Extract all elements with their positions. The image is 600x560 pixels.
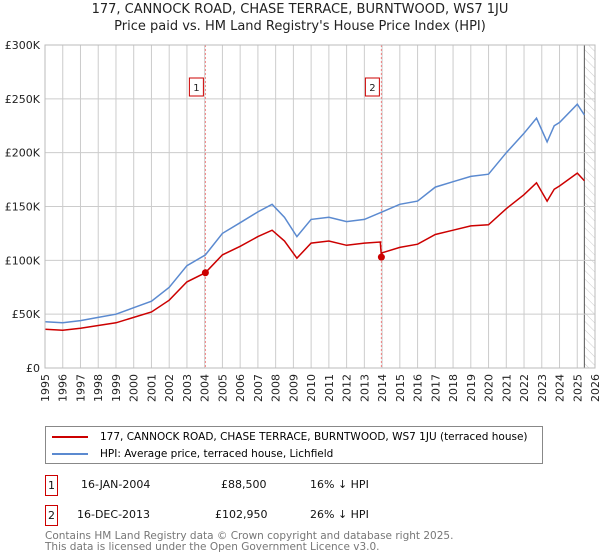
sale-price: £88,500 — [221, 478, 267, 491]
y-tick-label: £150K — [5, 201, 41, 214]
y-tick-label: £200K — [5, 147, 41, 160]
sale-point — [377, 253, 385, 261]
x-tick-label: 2006 — [234, 374, 247, 402]
x-tick-label: 2011 — [323, 374, 336, 402]
x-tick-label: 2008 — [270, 374, 283, 402]
sale-marker: 2 — [45, 505, 58, 526]
annotation-label: 1 — [193, 83, 199, 94]
y-tick-label: £50K — [12, 308, 41, 321]
x-tick-label: 2004 — [199, 374, 212, 402]
y-tick-label: £250K — [5, 93, 41, 106]
x-tick-label: 1996 — [57, 374, 70, 402]
x-tick-label: 2021 — [500, 374, 513, 402]
footer-line: Contains HM Land Registry data © Crown c… — [45, 530, 454, 542]
legend: 177, CANNOCK ROAD, CHASE TERRACE, BURNTW… — [45, 426, 543, 464]
x-tick-label: 2001 — [145, 374, 158, 402]
x-tick-label: 1997 — [74, 374, 87, 402]
x-tick-label: 2025 — [571, 374, 584, 402]
x-tick-label: 2019 — [465, 374, 478, 402]
x-tick-label: 2018 — [447, 374, 460, 402]
legend-swatch-blue — [52, 453, 88, 455]
price-chart: 1995 1996 1997 1998 1999 2000 2001 2002 2003 2004… — [5, 39, 600, 402]
sale-point — [201, 269, 209, 277]
annotation-box — [364, 77, 380, 97]
x-tick-label: 2023 — [536, 374, 549, 402]
annotation-box — [188, 77, 204, 97]
x-tick-label: 2020 — [483, 374, 496, 402]
sale-marker: 1 — [45, 475, 58, 496]
x-tick-label: 2014 — [376, 374, 389, 402]
sale-delta: 26% ↓ HPI — [310, 508, 369, 521]
x-tick-label: 2017 — [429, 374, 442, 402]
chart-title: 177, CANNOCK ROAD, CHASE TERRACE, BURNTW… — [91, 2, 509, 17]
x-tick-label: 2000 — [128, 374, 141, 402]
sale-date: 16-JAN-2004 — [81, 478, 151, 491]
x-tick-label: 2026 — [589, 374, 600, 402]
sale-date: 16-DEC-2013 — [77, 508, 151, 521]
x-tick-label: 1998 — [92, 374, 105, 402]
x-tick-label: 2009 — [287, 374, 300, 402]
x-tick-label: 2012 — [341, 374, 354, 402]
footer: Contains HM Land Registry data © Crown c… — [45, 531, 453, 553]
chart-subtitle: Price paid vs. HM Land Registry's House … — [114, 19, 486, 34]
y-tick-label: £100K — [5, 254, 41, 267]
legend-label: 177, CANNOCK ROAD, CHASE TERRACE, BURNTW… — [100, 431, 528, 443]
y-tick-label: £0 — [26, 362, 40, 375]
sale-price: £102,950 — [215, 508, 268, 521]
legend-label: HPI: Average price, terraced house, Lich… — [100, 448, 334, 460]
x-tick-label: 1999 — [110, 374, 123, 402]
legend-item-property: 177, CANNOCK ROAD, CHASE TERRACE, BURNTW… — [46, 431, 528, 443]
footer-line: This data is licensed under the Open Gov… — [45, 541, 380, 553]
legend-swatch-red — [52, 436, 88, 438]
annotation-label: 2 — [369, 83, 375, 94]
x-tick-label: 1995 — [39, 374, 52, 402]
legend-item-hpi: HPI: Average price, terraced house, Lich… — [46, 448, 333, 460]
y-tick-label: £300K — [5, 39, 41, 52]
series-line — [44, 103, 586, 324]
plot-border — [44, 44, 596, 369]
x-tick-label: 2016 — [412, 374, 425, 402]
x-tick-label: 2010 — [305, 374, 318, 402]
x-tick-label: 2015 — [394, 374, 407, 402]
sale-delta: 16% ↓ HPI — [310, 478, 369, 491]
x-tick-label: 2003 — [181, 374, 194, 402]
x-tick-label: 2007 — [252, 374, 265, 402]
x-tick-label: 2024 — [554, 374, 567, 402]
x-tick-label: 2022 — [518, 374, 531, 402]
series-line — [44, 172, 585, 332]
x-tick-label: 2002 — [163, 374, 176, 402]
x-tick-label: 2005 — [216, 374, 229, 402]
x-tick-label: 2013 — [358, 374, 371, 402]
